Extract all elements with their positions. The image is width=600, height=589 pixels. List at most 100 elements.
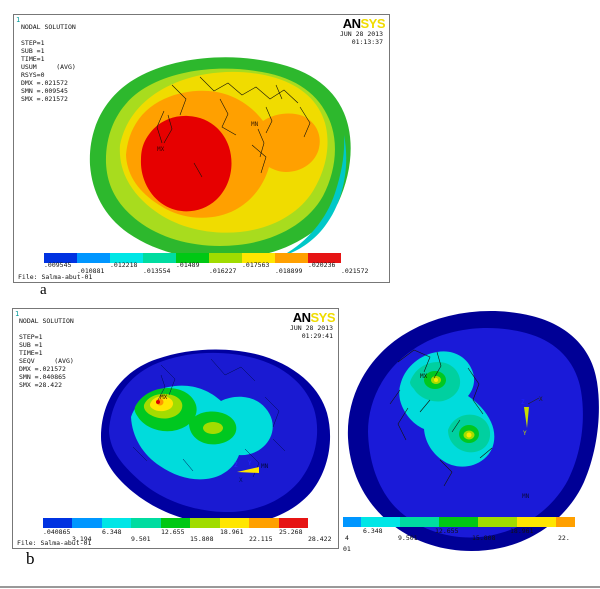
info-line: SMN =.040865 xyxy=(19,373,66,381)
solution-info-block: NODAL SOLUTION STEP=1 SUB =1 TIME=1 USUM… xyxy=(21,23,76,103)
displacement-model-view: MX MN xyxy=(89,57,351,260)
info-line: STEP=1 xyxy=(21,39,45,47)
info-line: SEQV (AVG) xyxy=(19,357,74,365)
colorbar-label: .016227 xyxy=(209,267,237,275)
info-line: USUM (AVG) xyxy=(21,63,76,71)
ansys-logo-an: AN xyxy=(292,310,311,325)
colorbar-label: .012218 xyxy=(110,261,138,269)
min-marker-a: MN xyxy=(251,121,259,128)
colorbar-segment xyxy=(143,253,176,263)
max-marker-a: MX xyxy=(157,146,165,153)
triad-arrow xyxy=(524,407,529,428)
colorbar-segment xyxy=(439,517,478,527)
colorbar-segment xyxy=(44,253,77,263)
triad-z-label: Z xyxy=(234,462,238,469)
stress-occlusal-model: MX MN Z X Y xyxy=(347,311,599,552)
colorbar-label: 18.961 xyxy=(510,527,534,535)
plot-number: 1 xyxy=(15,310,20,318)
colorbar-segment xyxy=(110,253,143,263)
colorbar-label: 25.268 xyxy=(279,528,303,536)
colorbar xyxy=(43,518,308,528)
colorbar-segment xyxy=(72,518,102,528)
colorbar-segment xyxy=(176,253,209,263)
cropped-file-tail: 01 xyxy=(343,545,351,553)
triad-x-label: X xyxy=(539,396,543,403)
colorbar-segment xyxy=(400,517,439,527)
colorbar-segment xyxy=(43,518,73,528)
colorbar-label: 28.422 xyxy=(308,535,332,543)
colorbar-label: .010881 xyxy=(77,267,105,275)
panel-a: MX MN 1 NODAL SOLUTION STEP=1 SUB =1 TIM… xyxy=(13,14,390,283)
colorbar-label: 6.348 xyxy=(102,528,122,536)
ansys-logo: ANSYS xyxy=(292,310,336,325)
ansys-logo: ANSYS xyxy=(342,16,386,31)
plot-number: 1 xyxy=(16,16,21,24)
ansys-logo-sys: SYS xyxy=(310,310,335,325)
colorbar-label: .040865 xyxy=(43,528,71,536)
colorbar-label: .013554 xyxy=(143,267,171,275)
occlusal-view-crop: MX MN Z X Y 6.348 12.655 18.961 9.501 15… xyxy=(340,300,600,589)
info-line: NODAL SOLUTION xyxy=(19,317,74,325)
colorbar xyxy=(44,253,341,263)
colorbar-label: 18.961 xyxy=(220,528,244,536)
colorbar-segment xyxy=(219,518,250,528)
colorbar-segment xyxy=(308,253,341,263)
time-text: 01:13:37 xyxy=(351,38,383,46)
min-marker-right: MN xyxy=(522,493,530,500)
info-line: SUB =1 xyxy=(21,47,45,55)
max-marker-b: MX xyxy=(160,394,168,401)
colorbar-label: .018899 xyxy=(275,267,303,275)
colorbar-segment xyxy=(556,517,575,527)
info-line: TIME=1 xyxy=(21,55,45,63)
colorbar-segment xyxy=(517,517,556,527)
colorbar-label: .01489 xyxy=(176,261,200,269)
stress-model-view: MX MN Z Y X xyxy=(101,349,331,526)
panel-b: MX MN Z Y X 1 NODAL SOLUTION STEP=1 SUB … xyxy=(12,308,339,549)
colorbar-segment xyxy=(278,518,308,528)
colorbar-label: 22.115 xyxy=(249,535,273,543)
info-line: NODAL SOLUTION xyxy=(21,23,76,31)
colorbar-segment xyxy=(131,518,161,528)
triad-x-label: X xyxy=(239,477,243,484)
colorbar-segment xyxy=(361,517,400,527)
colorbar-cropped xyxy=(343,517,575,527)
date-text: JUN 28 2013 xyxy=(339,30,383,38)
colorbar-label: 9.501 xyxy=(131,535,151,543)
colorbar-segment xyxy=(77,253,110,263)
colorbar-label: 22. xyxy=(558,534,570,542)
timestamp: JUN 28 2013 01:29:41 xyxy=(290,324,333,340)
file-label: File: Salma-abut-01 xyxy=(17,539,92,547)
solution-info-block: NODAL SOLUTION STEP=1 SUB =1 TIME=1 SEQV… xyxy=(19,317,74,389)
colorbar-label: .020236 xyxy=(308,261,336,269)
colorbar-segment xyxy=(209,253,242,263)
info-line: SMX =28.422 xyxy=(19,381,63,389)
info-line: DMX =.021572 xyxy=(21,79,68,87)
triad-z-label: Z xyxy=(521,399,525,406)
info-line: RSYS=0 xyxy=(21,71,45,79)
info-line: SMX =.021572 xyxy=(21,95,68,103)
caption-a: a xyxy=(40,282,47,298)
colorbar-segment xyxy=(249,518,279,528)
colorbar-label: .021572 xyxy=(341,267,369,275)
min-marker-b: MN xyxy=(261,463,269,470)
ansys-logo-sys: SYS xyxy=(360,16,385,31)
date-text: JUN 28 2013 xyxy=(289,324,333,332)
colorbar-label: 15.808 xyxy=(190,535,214,543)
colorbar-segment xyxy=(242,253,275,263)
triad-y-label: Y xyxy=(523,430,527,437)
colorbar-label: 3.194 xyxy=(72,535,92,543)
colorbar-label: 12.655 xyxy=(161,528,185,536)
info-line: TIME=1 xyxy=(19,349,43,357)
caption-b: b xyxy=(26,549,35,568)
triad-y-label: Y xyxy=(248,460,252,467)
info-line: SUB =1 xyxy=(19,341,43,349)
max-marker-right: MX xyxy=(420,373,428,380)
time-text: 01:29:41 xyxy=(301,332,333,340)
ansys-logo-an: AN xyxy=(342,16,361,31)
info-line: SMN =.009545 xyxy=(21,87,68,95)
colorbar-segment xyxy=(478,517,517,527)
colorbar-label: 6.348 xyxy=(363,527,383,535)
timestamp: JUN 28 2013 01:13:37 xyxy=(340,30,383,46)
bottom-rule xyxy=(0,586,600,588)
